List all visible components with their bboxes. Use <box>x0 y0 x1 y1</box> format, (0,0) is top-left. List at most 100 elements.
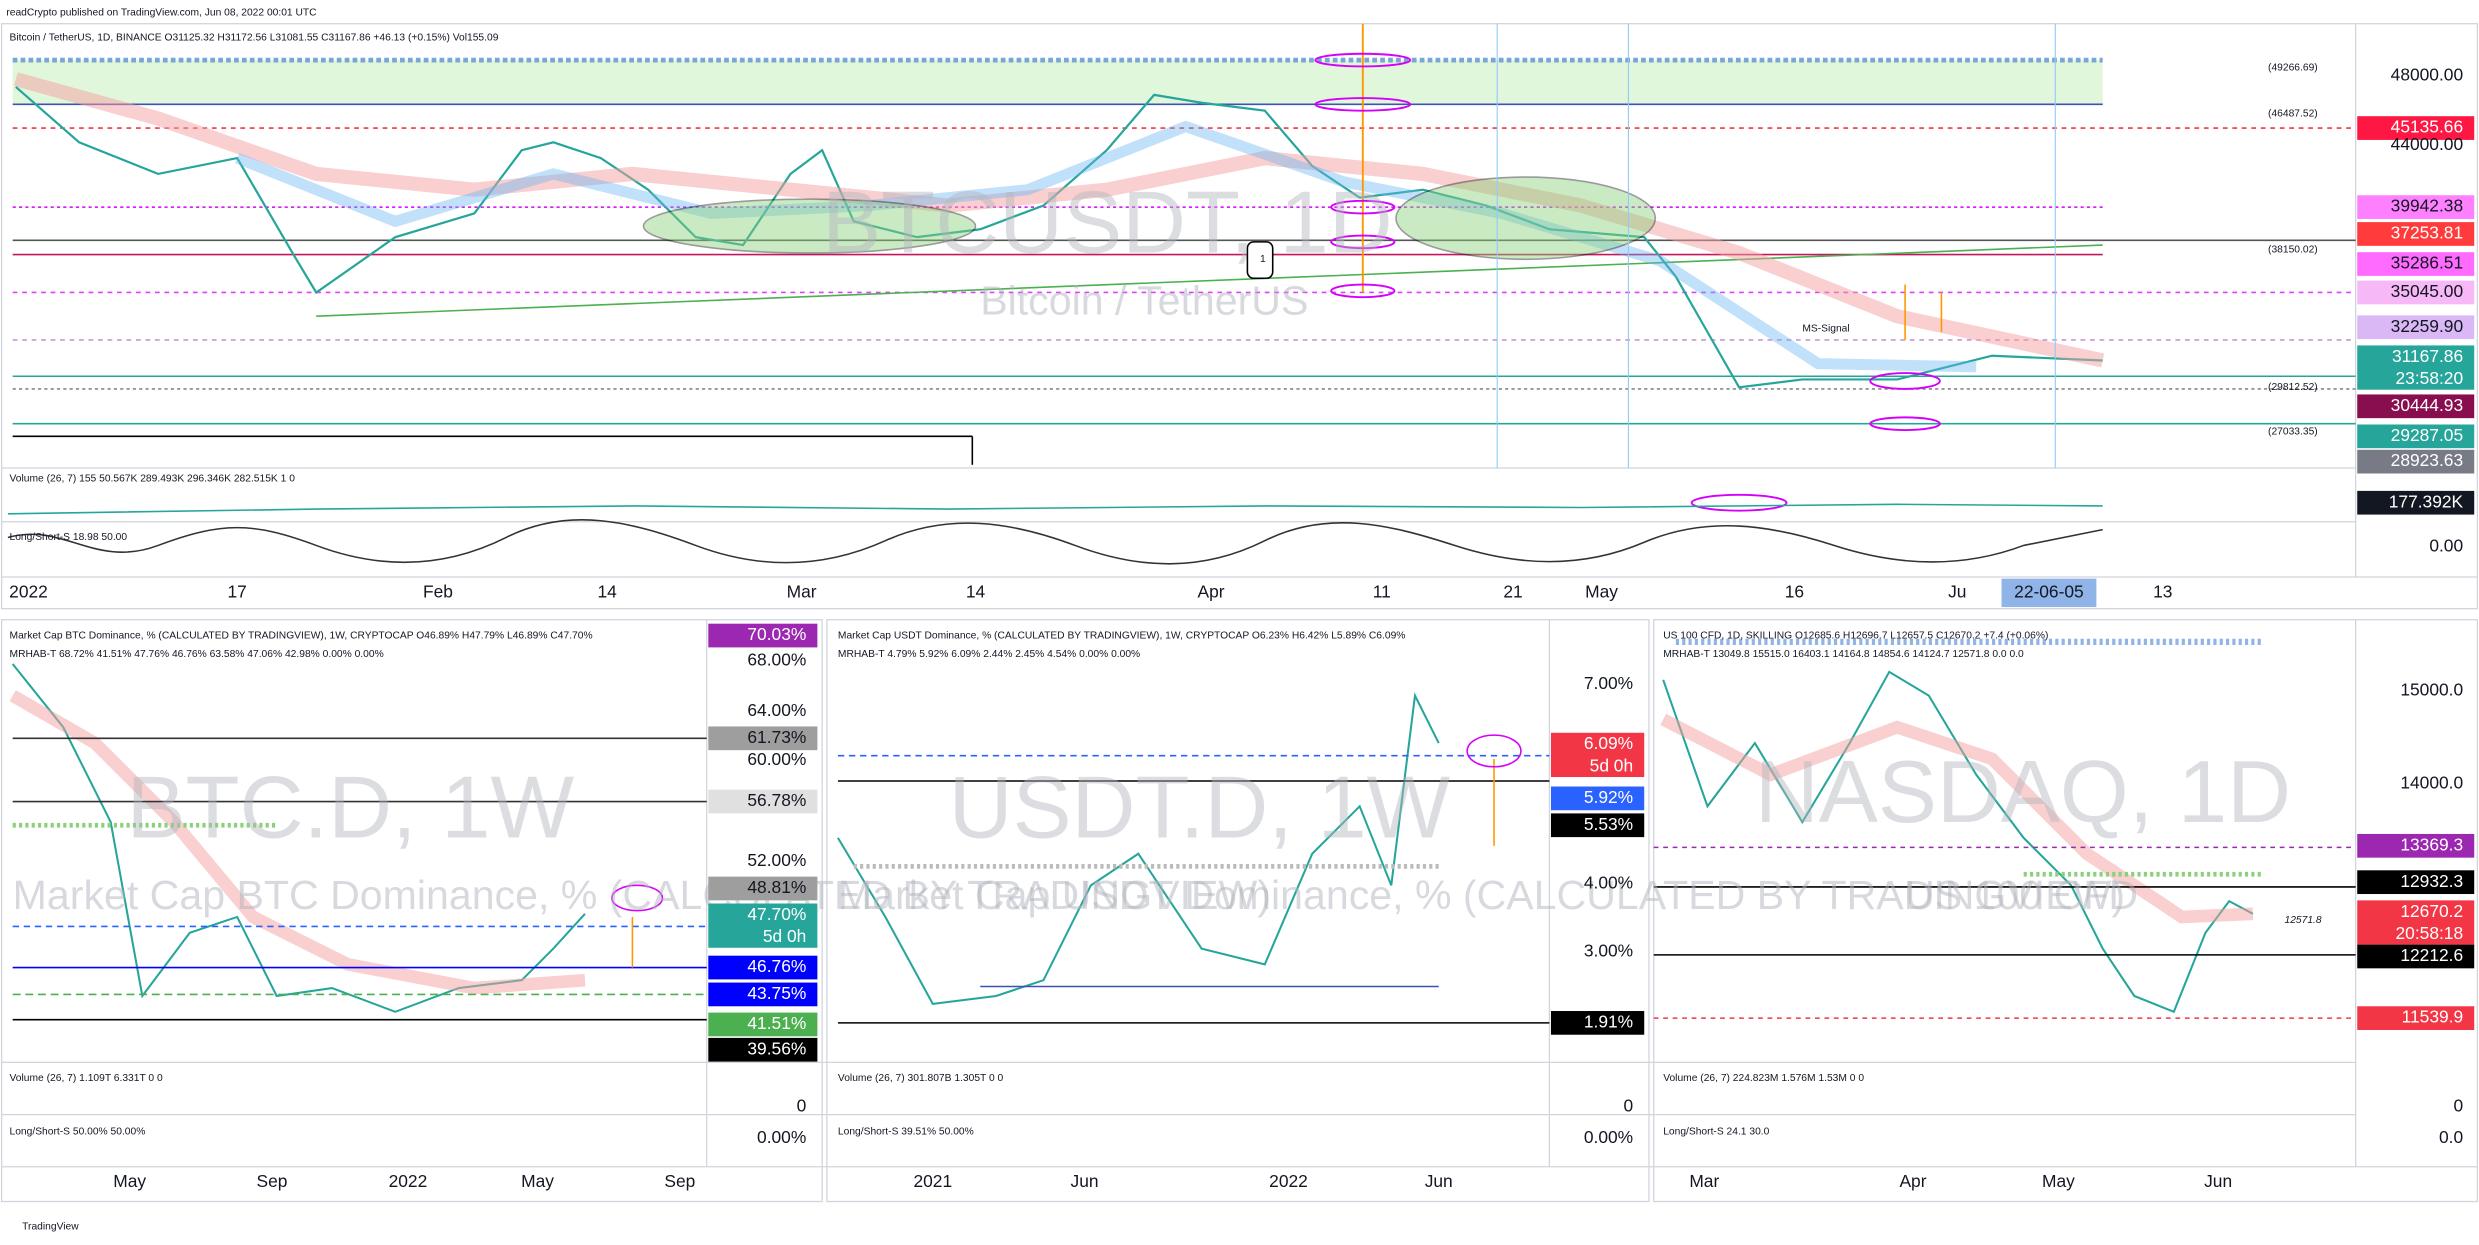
price-label-box <box>2357 116 2475 140</box>
indicator-legend: Volume (26, 7) 1.109T 6.331T 0 0 <box>10 1073 163 1084</box>
time-label: Ju <box>1948 581 1966 601</box>
price-label: 5.53% <box>1584 814 1633 834</box>
price-label: 52.00% <box>747 850 806 870</box>
price-label: 31167.86 <box>2392 346 2463 366</box>
price-label-box <box>2357 394 2475 419</box>
price-label-box <box>2357 944 2475 969</box>
chart-title: US 100 CFD, 1D, SKILLING O12685.6 H12696… <box>1663 630 2048 641</box>
price-label: 39.56% <box>747 1038 806 1058</box>
price-label: 37253.81 <box>2391 223 2463 243</box>
indicator-legend: Long/Short-S 50.00% 50.00% <box>10 1127 146 1138</box>
price-label: 48000.00 <box>2391 64 2463 84</box>
price-label-box <box>708 876 818 901</box>
time-label: 14 <box>597 581 617 601</box>
price-label: 14000.0 <box>2400 773 2463 793</box>
price-label-box <box>1550 813 1645 838</box>
price-label: 39942.38 <box>2391 196 2463 216</box>
price-label: 5.92% <box>1584 787 1633 807</box>
price-label-box <box>2357 870 2475 895</box>
time-label: 2022 <box>9 581 48 601</box>
price-label: 45135.66 <box>2391 117 2463 137</box>
price-label-countdown: 20:58:18 <box>2396 923 2464 943</box>
time-label: Feb <box>423 581 453 601</box>
watermark: BTC.D, 1W <box>127 758 575 857</box>
indicator-legend: MRHAB-T 68.72% 41.51% 47.76% 46.76% 63.5… <box>10 649 384 660</box>
time-label: 16 <box>1785 581 1804 601</box>
time-label: Mar <box>1689 1171 1719 1191</box>
price-label: 41.51% <box>747 1013 806 1033</box>
indicator-legend: Volume (26, 7) 155 50.567K 289.493K 296.… <box>10 474 296 485</box>
price-label-box <box>2357 833 2475 858</box>
annotation: (38150.02) <box>2268 245 2318 256</box>
price-label-box <box>708 726 818 751</box>
price-label-box <box>1550 786 1645 811</box>
price-label: 0.0 <box>2439 1127 2463 1147</box>
time-label-box <box>2001 578 2097 608</box>
chart-title: Market Cap BTC Dominance, % (CALCULATED … <box>10 630 593 641</box>
time-label: Apr <box>1198 581 1225 601</box>
price-label-box <box>2357 449 2475 474</box>
price-label-box <box>708 982 818 1007</box>
price-label: 177.392K <box>2389 491 2464 511</box>
indicator-legend: Long/Short-S 39.51% 50.00% <box>838 1127 974 1138</box>
top-drawings <box>7 23 2356 565</box>
price-label: 60.00% <box>747 749 806 769</box>
chart-title: Market Cap USDT Dominance, % (CALCULATED… <box>838 630 1405 641</box>
price-label: 64.00% <box>747 700 806 720</box>
time-label: 11 <box>1373 581 1391 601</box>
annotation: (27033.35) <box>2268 426 2318 437</box>
time-label: May <box>2042 1171 2075 1191</box>
time-label: Jun <box>1071 1171 1099 1191</box>
price-label: 0 <box>797 1095 807 1115</box>
annotation: 1 <box>1260 254 1266 265</box>
annotation: MS-Signal <box>1802 324 1849 335</box>
price-label: 3.00% <box>1584 940 1633 960</box>
time-label: May <box>521 1171 554 1191</box>
price-label-box <box>708 1012 818 1037</box>
header: readCrypto published on TradingView.com,… <box>6 7 317 18</box>
price-label: 43.75% <box>747 983 806 1003</box>
price-label-box <box>2357 424 2475 449</box>
price-label-box <box>708 903 818 948</box>
price-label: 47.70% <box>747 904 806 924</box>
price-label: 12212.6 <box>2400 945 2463 965</box>
annotation: (29812.52) <box>2268 382 2318 393</box>
price-label: 11539.9 <box>2402 1007 2464 1027</box>
time-label: Sep <box>256 1171 287 1191</box>
price-label: 70.03% <box>747 624 806 644</box>
price-label: 13369.3 <box>2400 834 2463 854</box>
indicator-legend: MRHAB-T 4.79% 5.92% 6.09% 2.44% 2.45% 4.… <box>838 649 1140 660</box>
price-label-box <box>2357 900 2475 945</box>
price-label: 0 <box>1623 1095 1633 1115</box>
price-label: 32259.90 <box>2391 316 2463 336</box>
frames <box>0 23 2479 1203</box>
watermark: BTCUSDT, 1D <box>822 173 1393 272</box>
price-label-box <box>2357 222 2475 246</box>
annotation: (46487.52) <box>2268 109 2318 120</box>
price-label: 35286.51 <box>2391 253 2463 273</box>
price-label: 12670.2 <box>2400 901 2463 921</box>
watermark-sub: Market Cap USDT Dominance, % (CALCULATED… <box>838 872 2125 918</box>
price-label: 0 <box>2453 1095 2463 1115</box>
indicator-legend: Volume (26, 7) 224.823M 1.576M 1.53M 0 0 <box>1663 1073 1864 1084</box>
time-label: May <box>113 1171 146 1191</box>
time-label: 17 <box>228 581 247 601</box>
time-label: 13 <box>2153 581 2172 601</box>
price-label-box <box>2357 490 2475 515</box>
price-label-box <box>708 789 818 814</box>
watermark: USDT.D, 1W <box>949 758 1451 857</box>
time-label: 2021 <box>913 1171 952 1191</box>
price-label-countdown: 5d 0h <box>1590 755 1633 775</box>
price-label: 30444.93 <box>2391 395 2463 415</box>
price-label: 0.00 <box>2429 536 2463 556</box>
time-label: 2022 <box>1269 1171 1308 1191</box>
price-label-box <box>2357 315 2475 340</box>
annotation: (49266.69) <box>2268 63 2318 74</box>
price-label: 0.00% <box>1584 1127 1633 1147</box>
price-label-box <box>708 623 818 648</box>
watermark-sub: US 100 CFD <box>1905 872 2138 918</box>
chart-title: Bitcoin / TetherUS, 1D, BINANCE O31125.3… <box>10 33 499 44</box>
price-label: 44000.00 <box>2391 134 2463 154</box>
price-label: 4.00% <box>1584 872 1633 892</box>
